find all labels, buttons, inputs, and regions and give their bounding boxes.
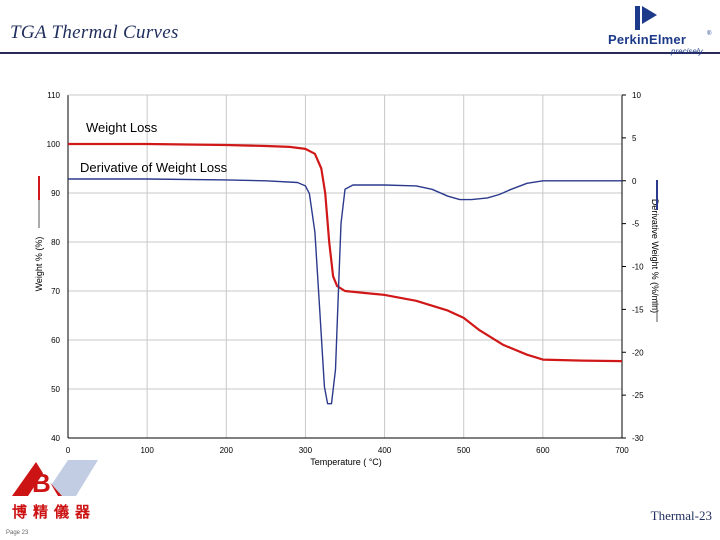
series-line-derivative (68, 178, 622, 405)
title-divider (0, 52, 720, 54)
x-tick-label: 700 (615, 446, 629, 455)
y-left-tick-label: 80 (51, 238, 60, 247)
chart-labels: Weight Loss Derivative of Weight Loss Te… (34, 120, 660, 467)
boj-instrument-logo-icon: B (12, 460, 98, 498)
x-tick-label: 200 (220, 446, 234, 455)
series-line-weight-loss (68, 142, 623, 363)
y-right-tick-label: -15 (632, 305, 644, 314)
y-axis-left-label: Weight % (%) (34, 237, 44, 292)
legend-swatches (38, 176, 658, 322)
y-right-tick-label: 0 (632, 177, 637, 186)
logo-wordmark: PerkinElmer (608, 32, 687, 47)
chart-series (68, 142, 623, 405)
x-tick-label: 600 (536, 446, 550, 455)
y-axis-right-label: Derivative Weight % (%/min) (650, 199, 660, 313)
y-right-tick-label: 10 (632, 91, 641, 100)
chart-tick-labels: 0 100 200 300 400 500 600 700405060708090100110… (47, 91, 644, 455)
slide-title: TGA Thermal Curves (10, 22, 179, 43)
y-left-tick-label: 50 (51, 385, 60, 394)
slide-footer: Thermal-23 (650, 508, 712, 523)
tga-chart: 0 100 200 300 400 500 600 700405060708090100110… (34, 91, 660, 467)
x-tick-label: 100 (140, 446, 154, 455)
chart-axes (67, 94, 626, 439)
perkinelmer-p-icon (635, 6, 657, 30)
x-tick-label: 300 (299, 446, 313, 455)
y-left-tick-label: 100 (47, 140, 61, 149)
x-tick-label: 400 (378, 446, 392, 455)
y-left-tick-label: 90 (51, 189, 60, 198)
svg-text:B: B (32, 468, 51, 498)
y-right-tick-label: 5 (632, 134, 637, 143)
y-left-tick-label: 60 (51, 336, 60, 345)
page-number: Page 23 (6, 530, 29, 536)
y-right-tick-label: -5 (632, 220, 640, 229)
y-right-tick-label: -10 (632, 263, 644, 272)
x-axis-label: Temperature ( °C) (310, 457, 382, 467)
y-right-tick-label: -30 (632, 434, 644, 443)
y-left-tick-label: 110 (47, 91, 60, 100)
logo-registered-mark: ® (707, 31, 712, 37)
annotation-weight-loss: Weight Loss (86, 120, 158, 135)
y-left-tick-label: 70 (51, 287, 60, 296)
logo-tagline: precisely (671, 47, 703, 56)
x-tick-label: 0 (66, 446, 71, 455)
y-right-tick-label: -20 (632, 348, 644, 357)
x-tick-label: 500 (457, 446, 471, 455)
y-left-tick-label: 40 (51, 434, 60, 443)
brand-chinese-name: 博精儀器 (12, 503, 97, 521)
annotation-derivative: Derivative of Weight Loss (80, 160, 228, 175)
chart-gridlines (67, 94, 623, 439)
perkinelmer-logo: PerkinElmer ® precisely (604, 4, 714, 56)
y-right-tick-label: -25 (632, 391, 644, 400)
